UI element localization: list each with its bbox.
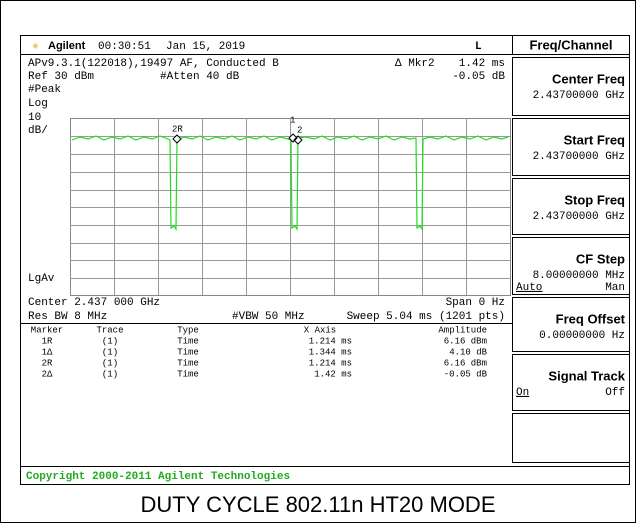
softkey-title: Freq/Channel — [529, 37, 612, 52]
table-cell: 1R — [42, 336, 53, 346]
softkey-value: 2.43700000 GHz — [533, 151, 625, 163]
trace-marker: 2 — [297, 125, 302, 135]
table-cell: 1.214 ms — [309, 336, 352, 346]
table-cell: Time — [177, 336, 199, 346]
table-cell: Time — [177, 358, 199, 368]
softkey — [512, 297, 630, 352]
time: 00:30:51 — [98, 41, 151, 53]
ref-level: Ref 30 dBm — [28, 71, 94, 83]
softkey-option: Auto — [516, 282, 542, 294]
table-cell: 4.10 dB — [449, 347, 487, 357]
marker-diamonds — [172, 133, 303, 145]
column-header: X Axis — [304, 325, 336, 335]
softkey-option: Man — [605, 282, 625, 294]
softkey-label: Start Freq — [564, 132, 625, 147]
table-cell: 2R — [42, 358, 53, 368]
softkey-label: Stop Freq — [564, 192, 625, 207]
table-cell: 6.16 dBm — [444, 358, 487, 368]
column-header: Amplitude — [438, 325, 487, 335]
caption: DUTY CYCLE 802.11n HT20 MODE — [141, 492, 496, 517]
left-label: Log — [28, 98, 48, 110]
softkey — [512, 118, 630, 176]
softkey-option: Off — [605, 387, 625, 399]
table-cell: 1.344 ms — [309, 347, 352, 357]
table-cell: 1.214 ms — [309, 358, 352, 368]
softkey — [512, 413, 630, 463]
table-cell: 1Δ — [42, 347, 53, 357]
table-cell: (1) — [102, 369, 118, 379]
trace — [71, 135, 509, 231]
graticule — [70, 118, 511, 296]
softkey-title-box — [512, 35, 630, 55]
attenuation: #Atten 40 dB — [160, 71, 240, 83]
softkey-label: Freq Offset — [556, 311, 626, 326]
softkey-label: Center Freq — [552, 71, 625, 86]
softkey-label: CF Step — [576, 251, 625, 266]
softkey — [512, 178, 630, 235]
marker-y: -0.05 dB — [452, 71, 505, 83]
center-freq: Center 2.437 000 GHz — [28, 297, 160, 309]
date: Jan 15, 2019 — [166, 41, 245, 53]
table-cell: Time — [177, 347, 199, 357]
table-cell: 2Δ — [42, 369, 53, 379]
left-label: dB/ — [28, 125, 48, 137]
table-cell: (1) — [102, 336, 118, 346]
copyright-bar — [20, 466, 630, 485]
indicator: L — [475, 41, 482, 53]
column-header: Marker — [31, 325, 63, 335]
softkey — [512, 57, 630, 116]
table-cell: (1) — [102, 358, 118, 368]
sweep: Sweep 5.04 ms (1201 pts) — [347, 311, 505, 323]
left-label: 10 — [28, 112, 41, 124]
softkey-option: On — [516, 387, 529, 399]
trace-marker: 1 — [290, 115, 295, 125]
logo-icon: ✳ — [32, 41, 39, 53]
brand: Agilent — [48, 40, 86, 52]
softkey — [512, 354, 630, 411]
status-line: APv9.3.1(122018),19497 AF, Conducted B — [28, 58, 279, 70]
table-cell: 6.16 dBm — [444, 336, 487, 346]
table-cell: Time — [177, 369, 199, 379]
res-bw: Res BW 8 MHz — [28, 311, 107, 323]
softkey — [512, 237, 630, 295]
vbw: #VBW 50 MHz — [232, 311, 305, 323]
table-cell: (1) — [102, 347, 118, 357]
softkey-value: 2.43700000 GHz — [533, 90, 625, 102]
softkey-value: 2.43700000 GHz — [533, 211, 625, 223]
span: Span 0 Hz — [446, 297, 505, 309]
column-header: Trace — [96, 325, 123, 335]
column-header: Type — [177, 325, 199, 335]
table-cell: -0.05 dB — [444, 369, 488, 379]
left-label: #Peak — [28, 84, 61, 96]
softkey-label: Signal Track — [548, 368, 625, 383]
left-label: LgAv — [28, 273, 55, 285]
softkey-value: 0.00000000 Hz — [539, 330, 625, 342]
softkey-value: 8.00000000 MHz — [533, 270, 625, 282]
copyright: Copyright 2000-2011 Agilent Technologies — [26, 471, 290, 483]
trace-marker: 2R — [172, 124, 183, 134]
table-cell: 1.42 ms — [314, 369, 352, 379]
marker-label: Δ Mkr2 — [395, 58, 435, 70]
marker-x: 1.42 ms — [459, 58, 505, 70]
